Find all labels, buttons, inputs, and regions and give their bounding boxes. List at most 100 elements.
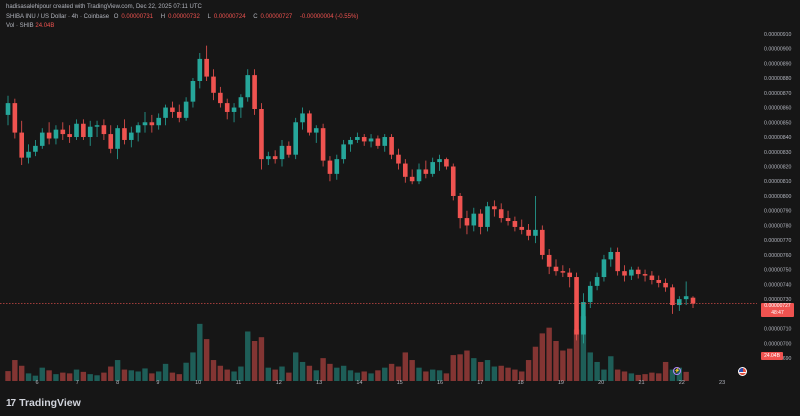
volume-bar [80, 371, 87, 381]
candle [526, 223, 531, 241]
volume-bar [149, 373, 155, 381]
volume-bar [217, 365, 224, 381]
candle [19, 120, 24, 166]
candle [498, 203, 504, 223]
attribution-text: hadisasalehipour created with TradingVie… [6, 4, 202, 10]
candle [245, 69, 251, 102]
candle [163, 104, 168, 126]
volume-bar [272, 369, 278, 381]
volume-bar [532, 346, 539, 381]
price-axis[interactable]: 0.00000910 0.00000900 0.00000890 0.00000880… [764, 32, 792, 362]
candle [183, 97, 189, 121]
tradingview-logo[interactable]: 17 TradingView [6, 397, 81, 409]
x-tick-label: 12 [276, 380, 282, 386]
volume-bar [313, 370, 319, 381]
volume-bar [327, 363, 333, 381]
candle [197, 53, 203, 89]
low-label: L [207, 14, 211, 20]
y-tick-label: 0.00000850 [764, 120, 792, 126]
candle [533, 195, 538, 244]
volume-bar [388, 363, 395, 381]
candle [176, 104, 182, 123]
volume-bar [402, 352, 408, 381]
candle [81, 119, 86, 140]
volume-bar [375, 370, 381, 381]
volume-bar [66, 373, 73, 381]
candle [39, 128, 45, 149]
time-axis[interactable]: 6 7 8 9 10 11 12 13 14 15 16 17 18 19 20 21 22 23 [35, 380, 725, 386]
candle [286, 141, 292, 158]
candle [683, 281, 689, 306]
candle [355, 132, 360, 143]
candle [471, 207, 477, 232]
y-tick-label: 0.00000900 [764, 47, 792, 53]
volume-bar [53, 374, 59, 381]
volume-bar [683, 371, 689, 381]
candle [135, 122, 141, 142]
candle [663, 278, 668, 292]
candle [382, 134, 388, 152]
y-tick-label: 0.00000820 [764, 164, 792, 170]
volume-bar [5, 371, 11, 381]
volume-bar [279, 366, 285, 381]
volume-bar [265, 367, 271, 381]
candle [142, 111, 148, 133]
candle [567, 268, 572, 288]
candle-countdown: 48:47 [771, 309, 784, 316]
y-tick-label: 0.00000800 [764, 194, 792, 200]
y-tick-label: 0.00000880 [764, 76, 792, 82]
x-tick-label: 10 [195, 380, 201, 386]
volume-bar [512, 369, 518, 381]
candle [485, 201, 490, 232]
volume-bar [621, 371, 628, 381]
candle [204, 45, 209, 82]
candle [101, 119, 107, 140]
candle [170, 101, 175, 118]
volume-bar [361, 371, 367, 381]
x-tick-label: 13 [316, 380, 322, 386]
candle [553, 259, 559, 276]
candle [478, 209, 483, 235]
volume-bar [101, 372, 107, 381]
high-value: 0.00000732 [168, 14, 200, 20]
volume-bar [676, 367, 682, 381]
x-tick-label: 21 [638, 380, 644, 386]
candle [375, 135, 381, 149]
volume-bar [628, 373, 635, 381]
candle [224, 98, 230, 120]
volume-bar [409, 360, 415, 381]
x-tick-label: 15 [397, 380, 403, 386]
close-value: 0.00000727 [260, 14, 293, 20]
candle [87, 120, 93, 146]
volume-bar [60, 372, 66, 381]
candle [108, 125, 114, 154]
candle [238, 94, 244, 118]
x-tick-label: 17 [477, 380, 483, 386]
volume-bar [382, 367, 388, 381]
volume-bar [299, 361, 306, 381]
candle [67, 125, 72, 143]
y-tick-label: 0.00000750 [764, 268, 792, 274]
candle [327, 156, 333, 182]
volume-bar [594, 361, 600, 381]
volume-legend: Vol · SHIB 24.04B [6, 23, 54, 29]
volume-value: 24.04B [35, 23, 55, 29]
volume-bar [12, 360, 18, 381]
us-flag-icon[interactable] [738, 367, 747, 376]
lightning-event-icon[interactable]: ⚡ [673, 367, 681, 375]
candle [492, 200, 497, 217]
volume-bar [539, 333, 545, 381]
candle [156, 113, 161, 130]
high-label: H [160, 14, 166, 20]
volume-bar [573, 329, 580, 381]
volume-bar [334, 367, 340, 381]
candle [272, 150, 278, 164]
candle [60, 122, 66, 140]
volume-bar [484, 360, 491, 381]
y-tick-label: 0.00000840 [764, 135, 792, 141]
y-tick-label: 0.00000870 [764, 91, 792, 97]
low-value: 0.00000724 [213, 14, 246, 20]
volume-bar [580, 316, 587, 381]
open-value: 0.00000731 [121, 14, 154, 20]
